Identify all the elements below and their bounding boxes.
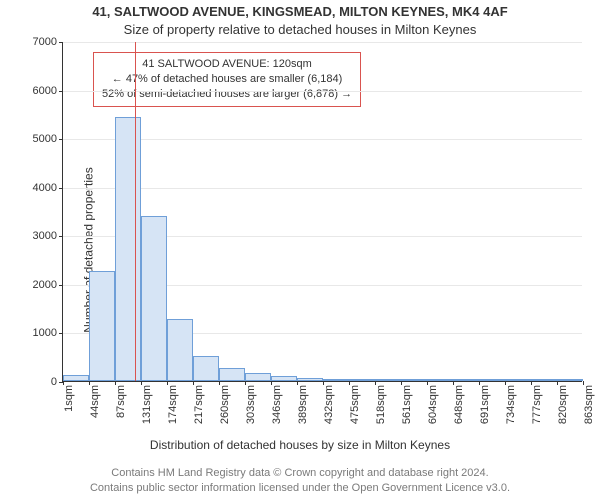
x-tick-label: 475sqm bbox=[349, 381, 361, 424]
y-tick-label: 6000 bbox=[33, 85, 63, 97]
x-tick-label: 303sqm bbox=[245, 381, 257, 424]
x-tick-label: 217sqm bbox=[193, 381, 205, 424]
x-tick-label: 87sqm bbox=[115, 381, 127, 418]
y-tick-label: 3000 bbox=[33, 230, 63, 242]
y-tick-label: 7000 bbox=[33, 36, 63, 48]
x-tick-label: 174sqm bbox=[167, 381, 179, 424]
gridline bbox=[63, 91, 582, 92]
histogram-bar bbox=[89, 271, 115, 381]
y-tick-label: 0 bbox=[51, 376, 63, 388]
annotation-line1: 41 SALTWOOD AVENUE: 120sqm bbox=[102, 57, 352, 72]
x-tick-label: 691sqm bbox=[479, 381, 491, 424]
x-tick-label: 260sqm bbox=[219, 381, 231, 424]
histogram-bar bbox=[167, 319, 193, 381]
histogram-bar bbox=[141, 216, 167, 381]
x-tick-label: 820sqm bbox=[557, 381, 569, 424]
y-tick-label: 5000 bbox=[33, 133, 63, 145]
chart-container: 41, SALTWOOD AVENUE, KINGSMEAD, MILTON K… bbox=[0, 0, 600, 500]
x-tick-label: 734sqm bbox=[505, 381, 517, 424]
x-tick-label: 1sqm bbox=[63, 381, 75, 412]
footer-line2: Contains public sector information licen… bbox=[0, 481, 600, 496]
histogram-bar bbox=[193, 356, 219, 381]
y-tick-label: 4000 bbox=[33, 182, 63, 194]
x-tick-label: 648sqm bbox=[453, 381, 465, 424]
gridline bbox=[63, 42, 582, 43]
x-tick-label: 518sqm bbox=[375, 381, 387, 424]
histogram-bar bbox=[115, 117, 141, 381]
x-tick-label: 44sqm bbox=[89, 381, 101, 418]
histogram-bar bbox=[219, 368, 245, 381]
y-tick-label: 1000 bbox=[33, 327, 63, 339]
x-tick-label: 346sqm bbox=[271, 381, 283, 424]
x-tick-label: 863sqm bbox=[583, 381, 595, 424]
marker-line bbox=[135, 42, 136, 381]
x-axis-label: Distribution of detached houses by size … bbox=[0, 438, 600, 452]
x-tick-label: 604sqm bbox=[427, 381, 439, 424]
chart-title-line1: 41, SALTWOOD AVENUE, KINGSMEAD, MILTON K… bbox=[0, 4, 600, 19]
histogram-bar bbox=[245, 373, 271, 381]
x-tick-label: 131sqm bbox=[141, 381, 153, 424]
annotation-box: 41 SALTWOOD AVENUE: 120sqm ← 47% of deta… bbox=[93, 52, 361, 107]
plot-area: 41 SALTWOOD AVENUE: 120sqm ← 47% of deta… bbox=[62, 42, 582, 382]
x-tick-label: 389sqm bbox=[297, 381, 309, 424]
y-tick-label: 2000 bbox=[33, 279, 63, 291]
x-tick-label: 561sqm bbox=[401, 381, 413, 424]
x-tick-label: 432sqm bbox=[323, 381, 335, 424]
x-tick-label: 777sqm bbox=[531, 381, 543, 424]
footer: Contains HM Land Registry data © Crown c… bbox=[0, 466, 600, 496]
annotation-line3: 52% of semi-detached houses are larger (… bbox=[102, 87, 352, 102]
chart-title-line2: Size of property relative to detached ho… bbox=[0, 22, 600, 37]
annotation-line2: ← 47% of detached houses are smaller (6,… bbox=[102, 72, 352, 87]
footer-line1: Contains HM Land Registry data © Crown c… bbox=[0, 466, 600, 481]
